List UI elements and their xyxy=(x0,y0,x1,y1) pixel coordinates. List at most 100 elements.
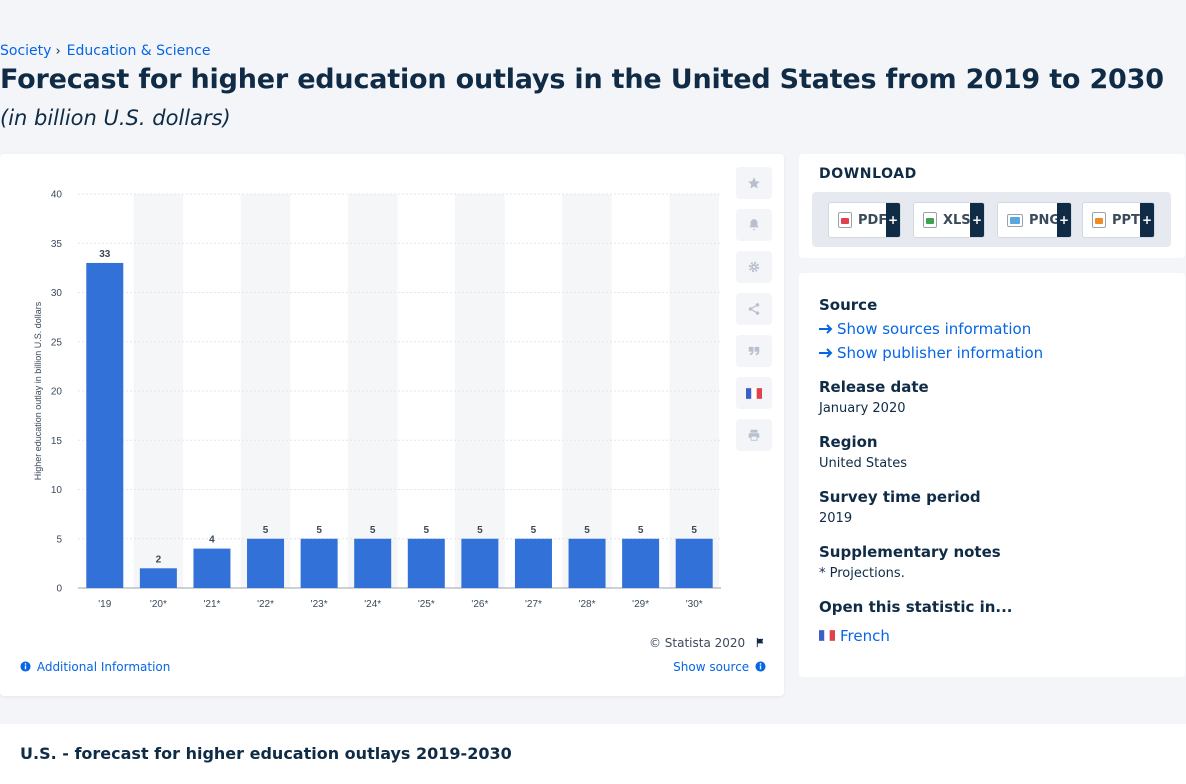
statistic-info-card: Source Show sources information Show pub… xyxy=(799,273,1185,677)
bar xyxy=(407,538,445,588)
bar xyxy=(354,538,392,588)
copyright: © Statista 2020 xyxy=(649,636,766,650)
download-pdf-label: PDF xyxy=(858,212,888,228)
bar xyxy=(461,538,499,588)
show-publisher-label: Show publisher information xyxy=(837,344,1044,362)
download-ppt-plus[interactable]: + xyxy=(1140,203,1154,237)
bar xyxy=(568,538,606,588)
breadcrumb-society[interactable]: Society xyxy=(0,43,52,59)
data-label: 5 xyxy=(424,525,430,536)
chart-card: 0 5 10 15 20 25 30 35 40 Higher education outlay … xyxy=(0,154,784,696)
language-button[interactable] xyxy=(736,377,772,409)
x-tick-label: '30* xyxy=(686,599,703,610)
additional-information-label: Additional Information xyxy=(36,660,171,674)
data-label: 5 xyxy=(263,525,269,536)
gear-icon xyxy=(748,261,760,273)
y-tick-label: 30 xyxy=(51,288,63,299)
breadcrumb: Society › Education & Science xyxy=(0,43,210,59)
download-pdf-button[interactable]: PDF + xyxy=(828,202,901,238)
bar xyxy=(193,548,231,588)
download-xls-button[interactable]: XLS + xyxy=(913,202,985,238)
chart-toolbar xyxy=(736,167,772,461)
data-label: 5 xyxy=(584,525,590,536)
open-statistic-heading: Open this statistic in... xyxy=(819,598,1013,616)
download-png-label: PNG xyxy=(1029,212,1061,228)
region-value: United States xyxy=(819,456,908,471)
survey-period-heading: Survey time period xyxy=(819,488,981,506)
y-tick-label: 40 xyxy=(51,190,63,201)
bar xyxy=(247,538,285,588)
x-tick-label: '26* xyxy=(471,599,488,610)
bar xyxy=(675,538,713,588)
related-statistic-card: U.S. - forecast for higher education out… xyxy=(0,724,1186,784)
favorite-button[interactable] xyxy=(736,167,772,199)
download-xls-label: XLS xyxy=(943,212,971,228)
x-tick-label: '29* xyxy=(632,599,649,610)
data-label: 5 xyxy=(691,525,697,536)
related-statistic-title[interactable]: U.S. - forecast for higher education out… xyxy=(20,744,512,763)
xls-file-icon xyxy=(923,212,937,228)
bell-icon xyxy=(749,219,759,231)
download-xls-plus[interactable]: + xyxy=(970,203,984,237)
print-button[interactable] xyxy=(736,419,772,451)
arrow-right-icon xyxy=(819,348,833,358)
additional-information-link[interactable]: Additional Information xyxy=(20,660,170,674)
cite-button[interactable] xyxy=(736,335,772,367)
data-label: 2 xyxy=(156,554,162,565)
data-label: 5 xyxy=(531,525,537,536)
x-tick-label: '21* xyxy=(203,599,220,610)
download-ppt-label: PPT xyxy=(1112,212,1140,228)
share-button[interactable] xyxy=(736,293,772,325)
alert-button[interactable] xyxy=(736,209,772,241)
download-png-plus[interactable]: + xyxy=(1057,203,1071,237)
supplementary-notes-value: * Projections. xyxy=(819,566,905,581)
y-tick-label: 35 xyxy=(51,239,63,250)
data-label: 4 xyxy=(209,535,215,546)
show-publisher-link[interactable]: Show publisher information xyxy=(819,344,1043,362)
release-date-value: January 2020 xyxy=(819,401,906,416)
show-source-link[interactable]: Show source xyxy=(673,660,766,674)
x-tick-label: '24* xyxy=(364,599,381,610)
flag-icon[interactable] xyxy=(755,637,766,648)
x-tick-label: '25* xyxy=(418,599,435,610)
ppt-file-icon xyxy=(1092,212,1106,228)
show-sources-label: Show sources information xyxy=(837,320,1032,338)
column-stripe xyxy=(347,194,398,588)
quote-icon xyxy=(748,346,760,356)
download-png-button[interactable]: PNG + xyxy=(997,202,1072,238)
pdf-file-icon xyxy=(838,212,852,228)
info-icon xyxy=(20,661,31,672)
settings-button[interactable] xyxy=(736,251,772,283)
bar xyxy=(139,568,177,588)
download-ppt-button[interactable]: PPT + xyxy=(1082,202,1155,238)
survey-period-value: 2019 xyxy=(819,511,853,526)
bar xyxy=(86,262,124,588)
x-tick-label: '19 xyxy=(98,599,111,610)
print-icon xyxy=(748,429,760,441)
share-icon xyxy=(748,303,760,315)
x-tick-label: '20* xyxy=(150,599,167,610)
y-tick-label: 25 xyxy=(51,337,63,348)
x-tick-label: '23* xyxy=(311,599,328,610)
page-title: Forecast for higher education outlays in… xyxy=(0,64,1164,95)
info-icon xyxy=(755,661,766,672)
y-tick-label: 10 xyxy=(51,485,63,496)
download-buttons: PDF + XLS + PNG + PPT + xyxy=(812,192,1171,247)
x-tick-label: '27* xyxy=(525,599,542,610)
data-label: 33 xyxy=(99,249,111,260)
x-tick-label: '22* xyxy=(257,599,274,610)
download-pdf-plus[interactable]: + xyxy=(886,203,900,237)
region-heading: Region xyxy=(819,433,878,451)
supplementary-notes-heading: Supplementary notes xyxy=(819,543,1001,561)
open-in-french-link[interactable]: French xyxy=(819,627,890,645)
show-sources-link[interactable]: Show sources information xyxy=(819,320,1031,338)
arrow-right-icon xyxy=(819,324,833,334)
page-subtitle: (in billion U.S. dollars) xyxy=(0,106,231,130)
download-card: DOWNLOAD PDF + XLS + PNG + PPT + xyxy=(799,154,1185,258)
breadcrumb-separator: › xyxy=(55,43,61,59)
data-label: 5 xyxy=(316,525,322,536)
bar xyxy=(622,538,660,588)
y-axis-label: Higher education outlay in billion U.S. … xyxy=(33,301,43,480)
breadcrumb-education-science[interactable]: Education & Science xyxy=(66,43,211,59)
